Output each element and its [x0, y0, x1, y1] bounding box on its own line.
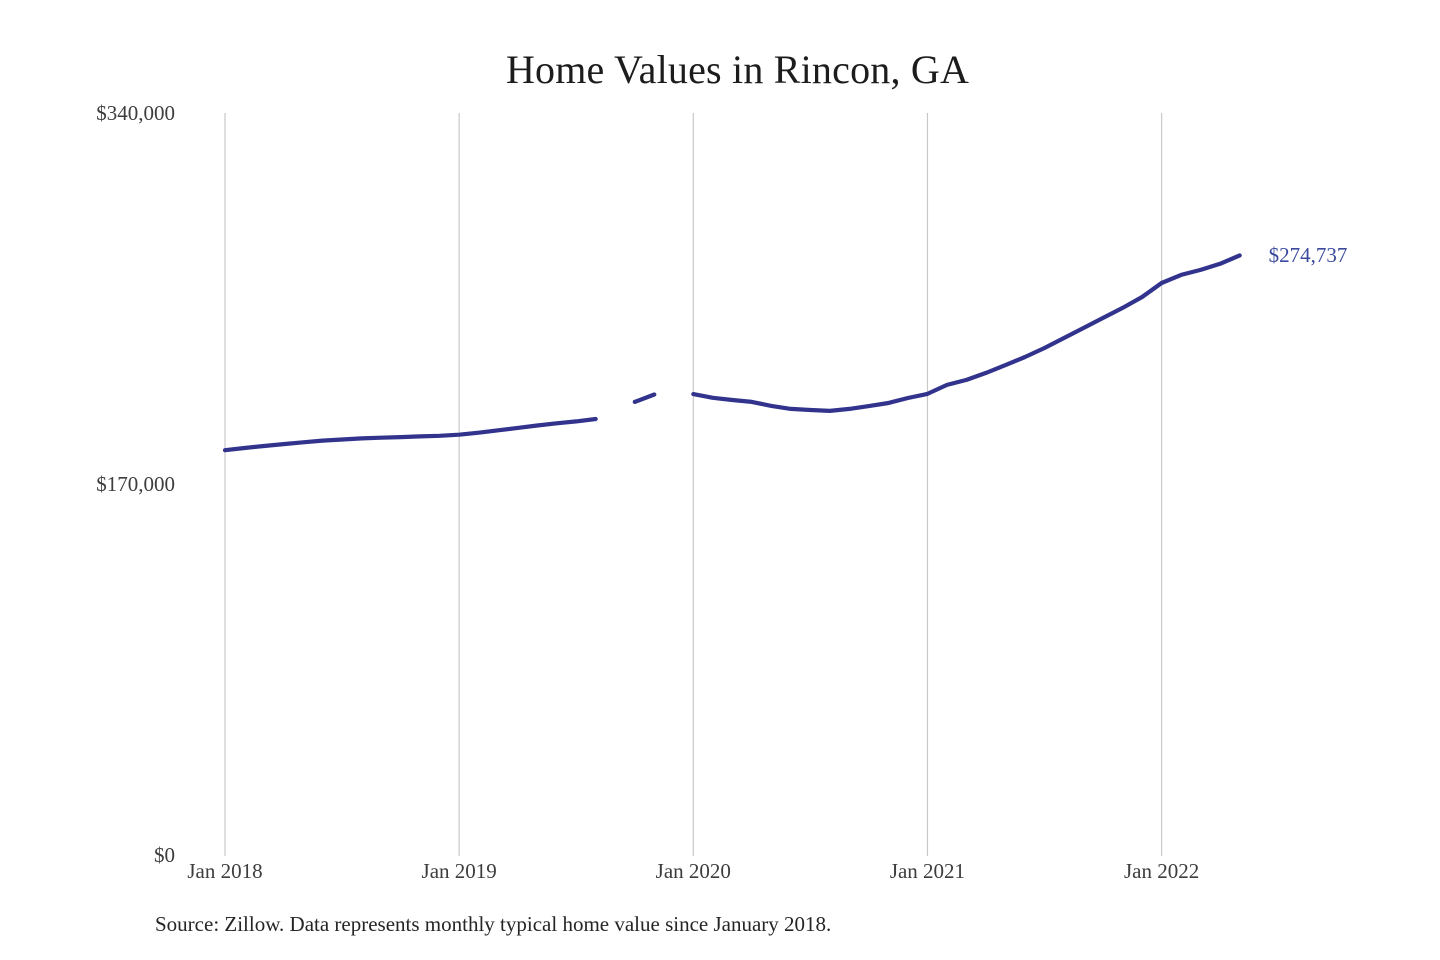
y-axis-tick-label: $340,000: [96, 101, 175, 125]
y-axis-tick-label: $170,000: [96, 472, 175, 496]
home-value-line: [222, 416, 598, 453]
x-axis-tick-label: Jan 2019: [421, 859, 497, 883]
source-note: Source: Zillow. Data represents monthly …: [155, 912, 832, 936]
x-axis-tick-label: Jan 2020: [655, 859, 731, 883]
x-axis-tick-label: Jan 2018: [187, 859, 263, 883]
home-value-line: [691, 253, 1242, 413]
x-axis-tick-label: Jan 2021: [889, 859, 966, 883]
chart-title: Home Values in Rincon, GA: [505, 47, 970, 92]
home-value-line: [632, 392, 657, 404]
y-axis-tick-label: $0: [154, 843, 175, 867]
last-value-label: $274,737: [1268, 243, 1348, 268]
x-axis-tick-label: Jan 2022: [1123, 859, 1200, 883]
